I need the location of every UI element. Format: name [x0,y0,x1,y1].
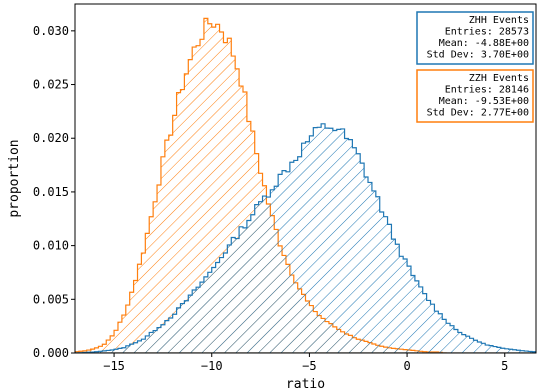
y-tick-label: 0.000 [33,346,69,360]
x-axis-label: ratio [286,377,325,392]
x-tick-label: 5 [501,359,508,373]
legend-text: Mean: -9.53E+00 [439,96,529,107]
y-tick-label: 0.020 [33,131,69,145]
legend-box-zhh [416,11,534,65]
x-tick-label: −10 [201,359,223,373]
x-tick-label: 0 [403,359,410,373]
legend-text: Std Dev: 3.70E+00 [427,50,529,61]
plot-frame [74,3,537,354]
series-layer [75,17,536,353]
legend-text: ZZH Events [469,73,529,84]
x-tick-label: −15 [103,359,125,373]
legend-text: ZHH Events [469,15,529,26]
x-tick-label: −5 [302,359,316,373]
legend-text: Std Dev: 2.77E+00 [427,108,529,119]
y-tick-label: 0.030 [33,24,69,38]
histogram-series-zhh [75,123,536,353]
axes-layer: −15 −10 −5 0 5 0.000 0.005 0.010 0.015 0.020 0.025… [7,3,537,392]
y-tick-label: 0.025 [33,78,69,92]
legend-text: Mean: -4.88E+00 [439,38,529,49]
y-tick-label: 0.005 [33,292,69,306]
y-tick-label: 0.010 [33,239,69,253]
y-tick-label: 0.015 [33,185,69,199]
y-axis-label: proportion [7,139,22,217]
legend-text: Entries: 28573 [445,27,529,38]
legend-text: Entries: 28146 [445,85,529,96]
legend-box-zzh [416,69,534,123]
